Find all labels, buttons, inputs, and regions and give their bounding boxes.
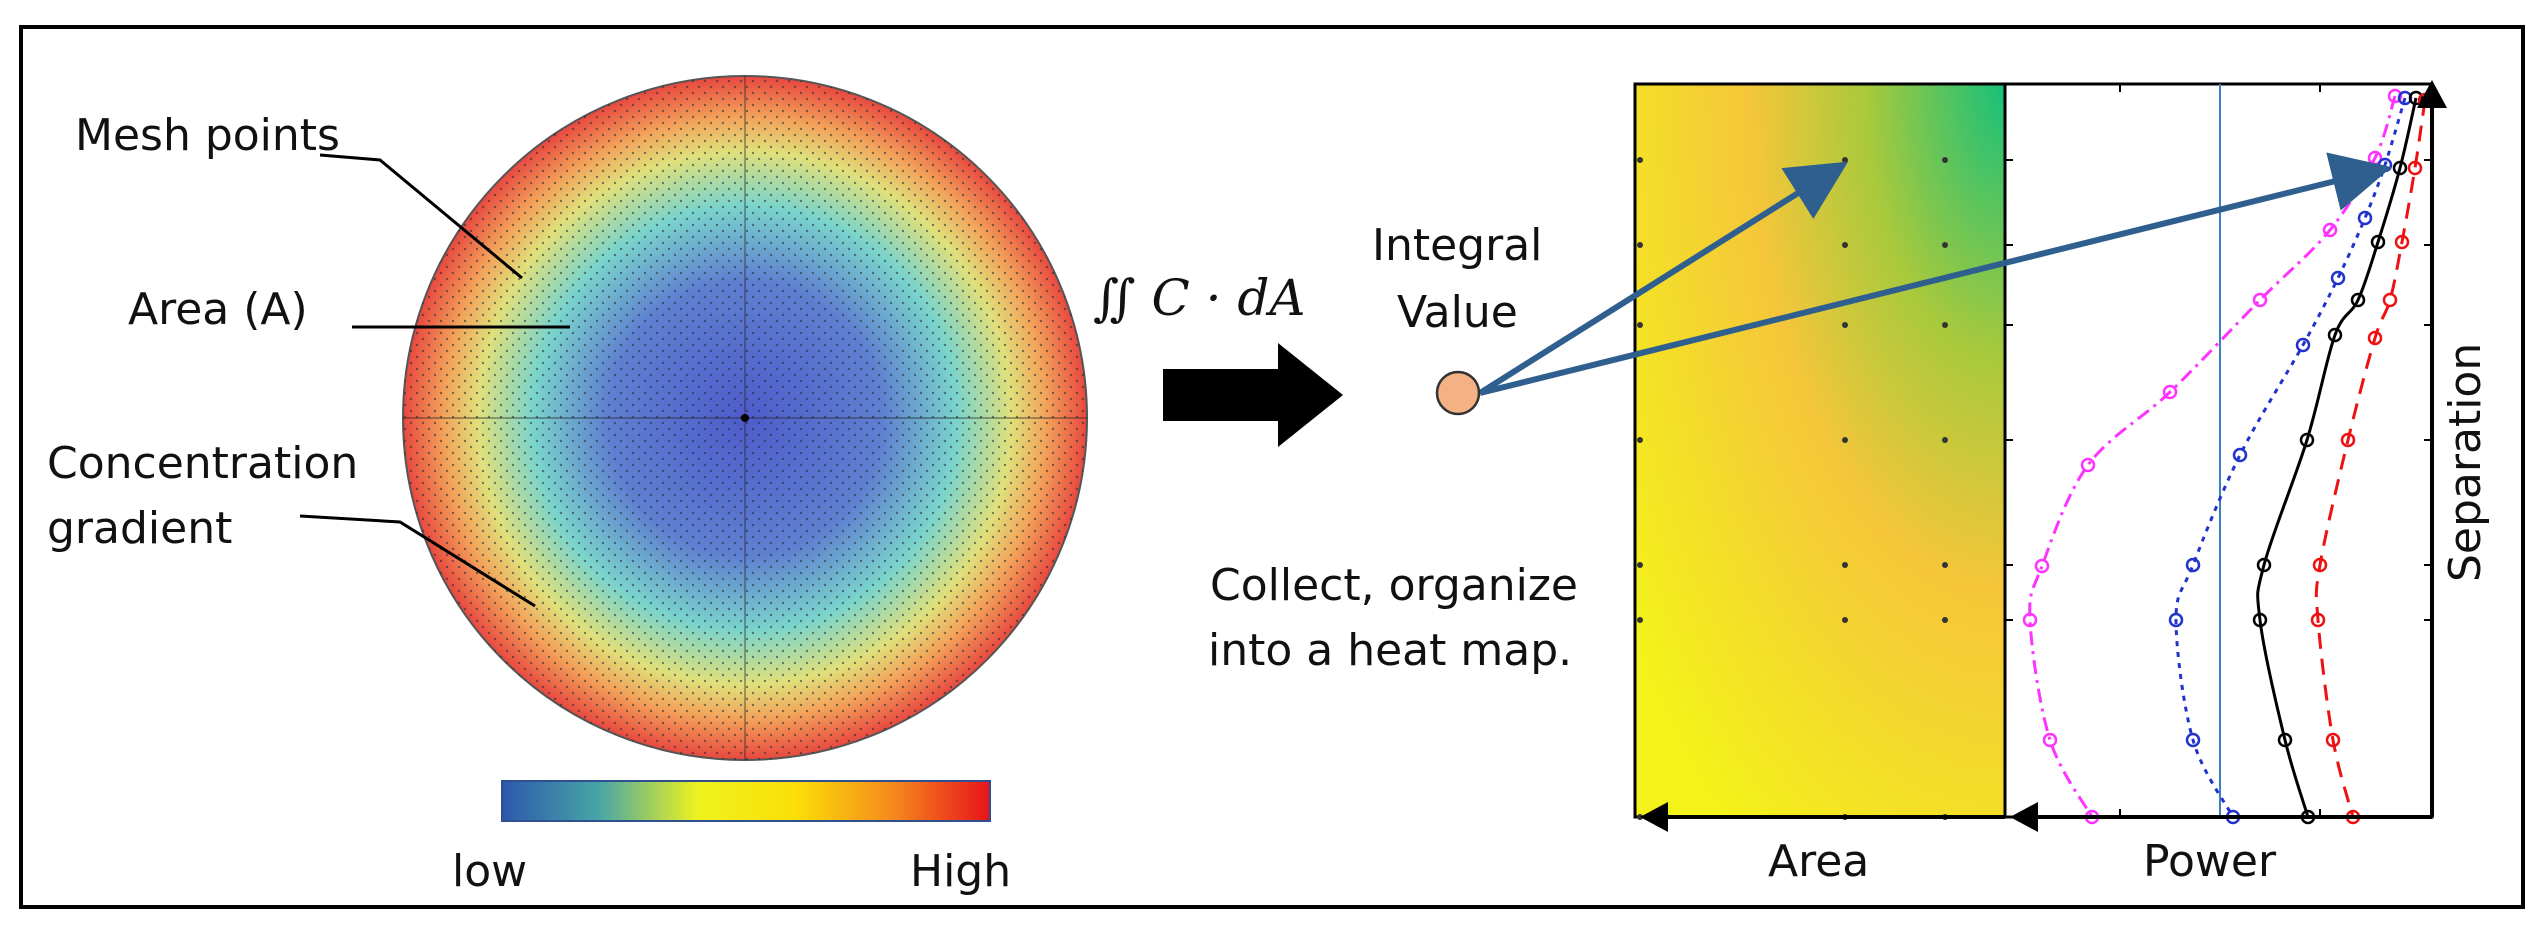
series-point [2330,270,2346,286]
collect-label-line2: into a heat map. [1208,625,1572,676]
series-point [2042,732,2058,748]
series-point [2340,432,2356,448]
series-point [2185,557,2201,573]
heatmap-grid-dot [1842,617,1848,623]
heatmap-grid-dot [1942,322,1948,328]
heatmap-grid-dot [1637,562,1643,568]
area-label: Area (A) [128,284,308,335]
arrow-to-line-chart [1479,152,2392,396]
heatmap-grid-dot [1942,562,1948,568]
series-point [2325,732,2341,748]
axis-arrows [1640,80,2447,832]
integral-value-line2: Value [1397,287,1518,338]
power-axis-arrowhead [2010,802,2038,832]
series-point [2252,292,2268,308]
series-point [2022,612,2038,628]
heatmap-grid-dot [1842,242,1848,248]
series-point [2310,612,2326,628]
concentration-leader [299,514,536,608]
series-point [2232,447,2248,463]
series-line [2314,99,2427,818]
heatmap [1633,82,2007,819]
series-3 [2252,90,2424,825]
disk-panel: Mesh points Area (A) Concentration gradi… [47,75,1088,897]
concentration-label-line1: Concentration [47,438,358,489]
series-point [2367,330,2383,346]
series-4 [2310,92,2433,825]
integral-value-line1: Integral [1372,220,1542,271]
series-point [2185,732,2201,748]
heatmap-grid-dot [1842,322,1848,328]
series-line [2256,97,2418,818]
heatmap-grid-dot [1842,562,1848,568]
disk-center-point [741,414,749,422]
integral-formula: ∬ C · dA [1093,269,1306,327]
area-axis-arrowhead [1640,802,1668,832]
figure-frame [19,25,2525,909]
series-point [2357,210,2373,226]
series-point [2322,222,2338,238]
series-point [2299,432,2315,448]
heatmap-grid-dot [1942,157,1948,163]
series-point [2387,88,2403,104]
colorbar-low-label: low [452,846,527,897]
series-point [2168,612,2184,628]
series-point [2034,558,2050,574]
heatmap-grid-dot [1637,157,1643,163]
series-point [2162,384,2178,400]
series-point [2295,337,2311,353]
mesh-points-leader [319,153,523,280]
integral-value-dot [1435,370,1481,416]
series-point [2394,234,2410,250]
heatmap-grid-dot [1842,437,1848,443]
heatmap-grid-dot [1842,157,1848,163]
heatmap-grid-dot [1942,242,1948,248]
concentration-label-line2: gradient [47,503,232,554]
heatmap-grid-dot [1637,322,1643,328]
big-right-arrow [1163,343,1343,447]
collect-label-line1: Collect, organize [1210,560,1578,611]
middle-panel: ∬ C · dA Integral Value Collect, organiz… [1093,220,1578,676]
heatmap-grid-dot [1942,437,1948,443]
series-point [2256,557,2272,573]
series-point [2370,234,2386,250]
connector-arrows [1435,152,2392,416]
series-point [2252,612,2268,628]
series-point [2392,160,2408,176]
series-point [2408,90,2424,106]
series-point [2312,557,2328,573]
heatmap-panel: Area [1633,82,2007,887]
colorbar-high-label: High [910,846,1011,897]
series-point [2080,457,2096,473]
heatmap-grid-dot [1637,437,1643,443]
heatmap-grid-dot [1637,242,1643,248]
series-point [2327,327,2343,343]
series-point [2407,160,2423,176]
heatmap-grid-dot [1637,617,1643,623]
arrow-to-heatmap [1478,161,1849,396]
mesh-points-label: Mesh points [75,110,340,161]
series-point [2277,732,2293,748]
series-point [2382,292,2398,308]
colorbar [501,780,991,822]
line-chart-x-axis-label: Power [2143,836,2277,887]
line-chart-y-axis-label: Separation [2440,343,2491,582]
line-chart-frame [2003,82,2434,819]
separation-axis-arrowhead [2417,80,2447,108]
series-point [2350,292,2366,308]
heatmap-grid-dot [1942,617,1948,623]
heatmap-x-axis-label: Area [1768,836,1869,887]
